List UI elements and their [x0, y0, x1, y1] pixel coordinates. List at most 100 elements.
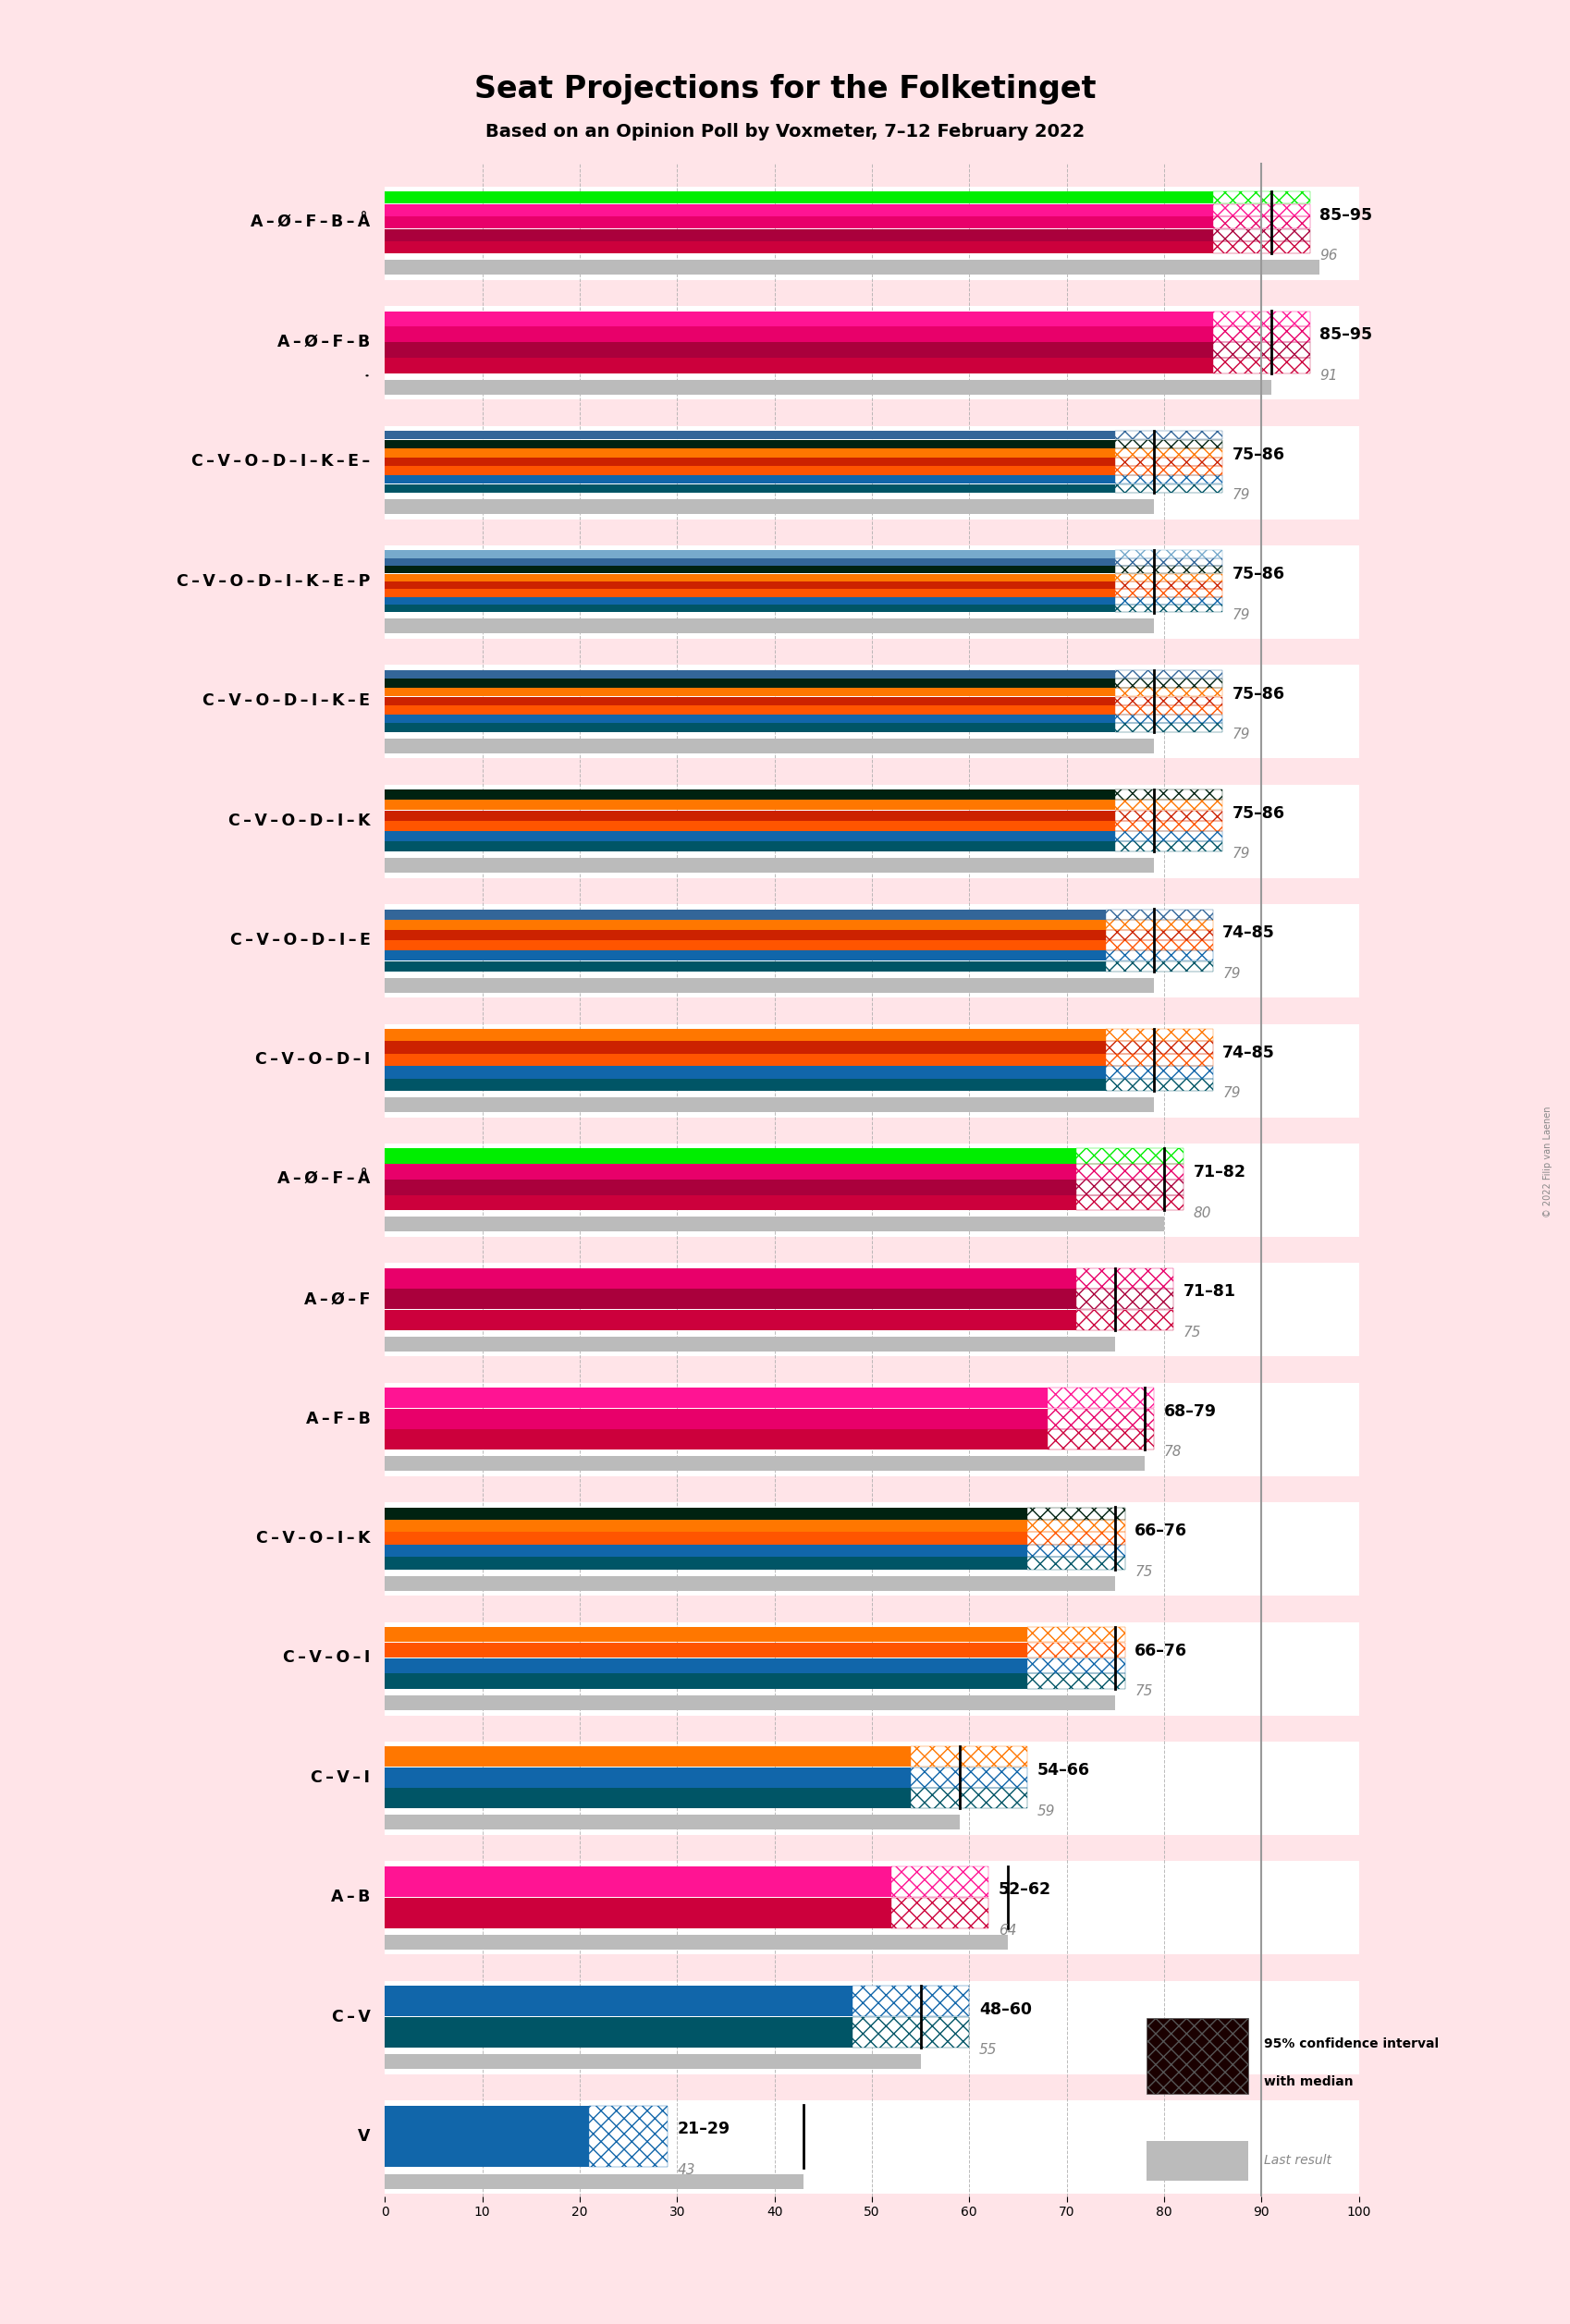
Bar: [385, 962, 1105, 971]
Bar: [1047, 1429, 1154, 1450]
FancyBboxPatch shape: [385, 1501, 1358, 1597]
Bar: [911, 1787, 1027, 1808]
FancyBboxPatch shape: [385, 307, 1358, 400]
Bar: [1115, 558, 1221, 565]
Text: Seat Projections for the Folketinget: Seat Projections for the Folketinget: [474, 74, 1096, 105]
Bar: [385, 1387, 1047, 1408]
Bar: [1115, 713, 1221, 723]
Bar: [1115, 467, 1221, 474]
Bar: [1105, 941, 1212, 951]
Text: 71–81: 71–81: [1182, 1283, 1236, 1299]
Bar: [385, 941, 1105, 951]
Text: Last result: Last result: [1264, 2154, 1331, 2166]
Bar: [1115, 679, 1221, 688]
Bar: [1115, 551, 1221, 558]
Bar: [385, 2054, 920, 2068]
Bar: [1105, 930, 1212, 941]
FancyBboxPatch shape: [385, 786, 1358, 878]
Bar: [1115, 697, 1221, 704]
Bar: [385, 558, 1115, 565]
Bar: [1027, 1508, 1124, 1520]
Bar: [385, 1078, 1105, 1090]
Bar: [385, 618, 1154, 634]
Bar: [1105, 951, 1212, 960]
Text: A – Ø – F – B: A – Ø – F – B: [278, 335, 371, 351]
Bar: [385, 474, 1115, 483]
Text: C – V – O – D – I – K: C – V – O – D – I – K: [228, 813, 371, 830]
FancyBboxPatch shape: [385, 1862, 1358, 1954]
Bar: [1075, 1164, 1182, 1178]
Bar: [1115, 799, 1221, 811]
Bar: [1115, 439, 1221, 449]
Text: C – V – O – D – I – K – E – P: C – V – O – D – I – K – E – P: [176, 574, 371, 590]
Bar: [1075, 1181, 1182, 1195]
Bar: [911, 1766, 1027, 1787]
Text: 79: 79: [1221, 1085, 1240, 1099]
Bar: [1146, 2140, 1248, 2180]
Text: 75: 75: [1134, 1564, 1152, 1578]
Bar: [385, 1053, 1105, 1067]
Bar: [385, 1643, 1027, 1657]
Bar: [1075, 1290, 1173, 1308]
Bar: [911, 1748, 1027, 1766]
Bar: [911, 1787, 1027, 1808]
Bar: [385, 679, 1115, 688]
Text: A – F – B: A – F – B: [306, 1411, 371, 1427]
Bar: [1115, 790, 1221, 799]
Text: 95% confidence interval: 95% confidence interval: [1264, 2038, 1438, 2050]
Bar: [385, 920, 1105, 930]
Bar: [385, 260, 1319, 274]
Bar: [385, 1787, 911, 1808]
Bar: [1115, 458, 1221, 467]
FancyBboxPatch shape: [385, 546, 1358, 639]
Bar: [1115, 551, 1221, 558]
Bar: [385, 205, 1212, 216]
Bar: [1212, 216, 1309, 228]
Bar: [1027, 1657, 1124, 1673]
Bar: [1115, 597, 1221, 604]
Bar: [1115, 832, 1221, 841]
Bar: [385, 2173, 804, 2189]
Text: C – V: C – V: [331, 2008, 371, 2024]
Bar: [853, 2017, 969, 2047]
Bar: [1212, 311, 1309, 325]
Bar: [1115, 474, 1221, 483]
Bar: [911, 1748, 1027, 1766]
FancyBboxPatch shape: [385, 665, 1358, 758]
Text: 21–29: 21–29: [677, 2122, 730, 2138]
Bar: [385, 1311, 1075, 1329]
Bar: [385, 1336, 1115, 1350]
Text: 75: 75: [1182, 1325, 1201, 1339]
Bar: [1027, 1643, 1124, 1657]
Bar: [853, 1987, 969, 2017]
Bar: [1146, 2017, 1248, 2094]
Bar: [385, 311, 1212, 325]
Bar: [1212, 358, 1309, 374]
Bar: [385, 1429, 1047, 1450]
Bar: [1115, 832, 1221, 841]
Bar: [385, 1164, 1075, 1178]
Bar: [385, 581, 1115, 588]
Text: 74–85: 74–85: [1221, 1043, 1275, 1062]
Bar: [1075, 1290, 1173, 1308]
Bar: [385, 1627, 1027, 1643]
FancyBboxPatch shape: [385, 425, 1358, 518]
Bar: [1105, 1030, 1212, 1041]
Bar: [1105, 1053, 1212, 1067]
Bar: [1115, 706, 1221, 713]
Text: 80: 80: [1193, 1206, 1210, 1220]
Text: C – V – O – D – I – K – E –: C – V – O – D – I – K – E –: [192, 453, 371, 469]
Bar: [385, 1697, 1115, 1710]
Bar: [385, 551, 1115, 558]
Text: C – V – O – I: C – V – O – I: [283, 1650, 371, 1666]
Text: V: V: [358, 2129, 371, 2145]
Text: 91: 91: [1319, 370, 1338, 383]
Bar: [385, 379, 1270, 395]
Bar: [1115, 467, 1221, 474]
Bar: [1115, 841, 1221, 851]
FancyBboxPatch shape: [385, 1741, 1358, 1836]
Text: 48–60: 48–60: [978, 2001, 1031, 2017]
Bar: [385, 439, 1115, 449]
Text: 79: 79: [1221, 967, 1240, 981]
Bar: [1115, 430, 1221, 439]
